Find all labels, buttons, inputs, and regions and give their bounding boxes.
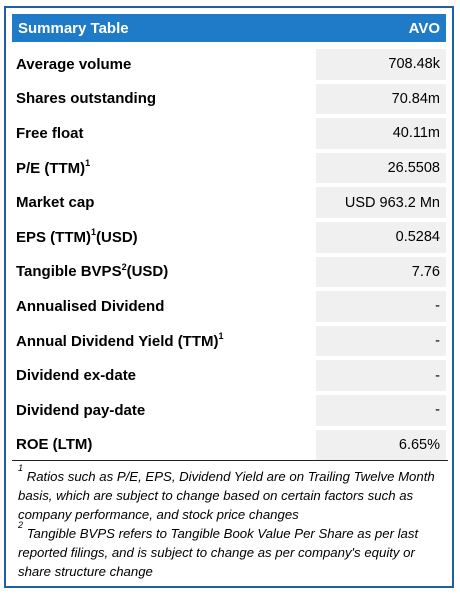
- row-value: 6.65%: [316, 429, 446, 461]
- row-label: Annualised Dividend: [16, 297, 165, 315]
- row-label: Dividend ex-date: [16, 367, 137, 385]
- row-label: Market cap: [16, 194, 95, 212]
- row-value: 26.5508: [316, 152, 446, 184]
- table-row: Dividend pay-date -: [12, 393, 446, 428]
- table-row: Average volume 708.48k: [12, 47, 446, 82]
- row-value: -: [316, 394, 446, 426]
- footnote: 2 Tangible BVPS refers to Tangible Book …: [18, 520, 444, 581]
- row-value: 708.48k: [316, 49, 446, 80]
- row-label: Tangible BVPS 2 (USD): [16, 261, 169, 281]
- table-header: Summary Table AVO: [12, 14, 446, 42]
- row-label: P/E (TTM) 1: [16, 158, 91, 177]
- row-label: Dividend pay-date: [16, 401, 146, 419]
- table-row: EPS (TTM) 1 (USD) 0.5284: [12, 220, 446, 255]
- table-row: Shares outstanding 70.84m: [12, 82, 446, 117]
- footnote-marker: 1: [18, 462, 24, 473]
- ticker-symbol: AVO: [408, 19, 440, 37]
- footnote-marker: 2: [18, 519, 24, 530]
- footnote-text: Ratios such as P/E, EPS, Dividend Yield …: [18, 469, 435, 522]
- table-row: P/E (TTM) 1 26.5508: [12, 151, 446, 186]
- footnote: 1 Ratios such as P/E, EPS, Dividend Yiel…: [18, 463, 444, 524]
- table-row: Dividend ex-date -: [12, 358, 446, 393]
- row-label: ROE (LTM): [16, 436, 93, 454]
- table-row: ROE (LTM) 6.65%: [12, 428, 446, 463]
- row-value: -: [316, 291, 446, 322]
- footnote-text: Tangible BVPS refers to Tangible Book Va…: [18, 526, 419, 579]
- row-label: Annual Dividend Yield (TTM) 1: [16, 331, 224, 350]
- table-row: Annual Dividend Yield (TTM) 1 -: [12, 324, 446, 359]
- row-label: EPS (TTM) 1 (USD): [16, 227, 138, 246]
- table-row: Market cap USD 963.2 Mn: [12, 185, 446, 220]
- row-value: 70.84m: [316, 83, 446, 115]
- row-label: Free float: [16, 124, 84, 142]
- table-row: Free float 40.11m: [12, 116, 446, 151]
- row-value: -: [316, 360, 446, 391]
- row-value: 7.76: [316, 256, 446, 288]
- row-value: USD 963.2 Mn: [316, 187, 446, 218]
- footnotes: 1 Ratios such as P/E, EPS, Dividend Yiel…: [12, 460, 448, 581]
- row-value: 40.11m: [316, 118, 446, 149]
- table-row: Tangible BVPS 2 (USD) 7.76: [12, 255, 446, 290]
- metrics-table: Average volume 708.48k Shares outstandin…: [12, 47, 446, 462]
- row-value: -: [316, 325, 446, 357]
- table-title: Summary Table: [18, 19, 129, 37]
- row-value: 0.5284: [316, 221, 446, 253]
- row-label: Average volume: [16, 55, 132, 73]
- row-label: Shares outstanding: [16, 90, 157, 108]
- summary-table-card: Summary Table AVO Average volume 708.48k…: [4, 6, 454, 588]
- table-row: Annualised Dividend -: [12, 289, 446, 324]
